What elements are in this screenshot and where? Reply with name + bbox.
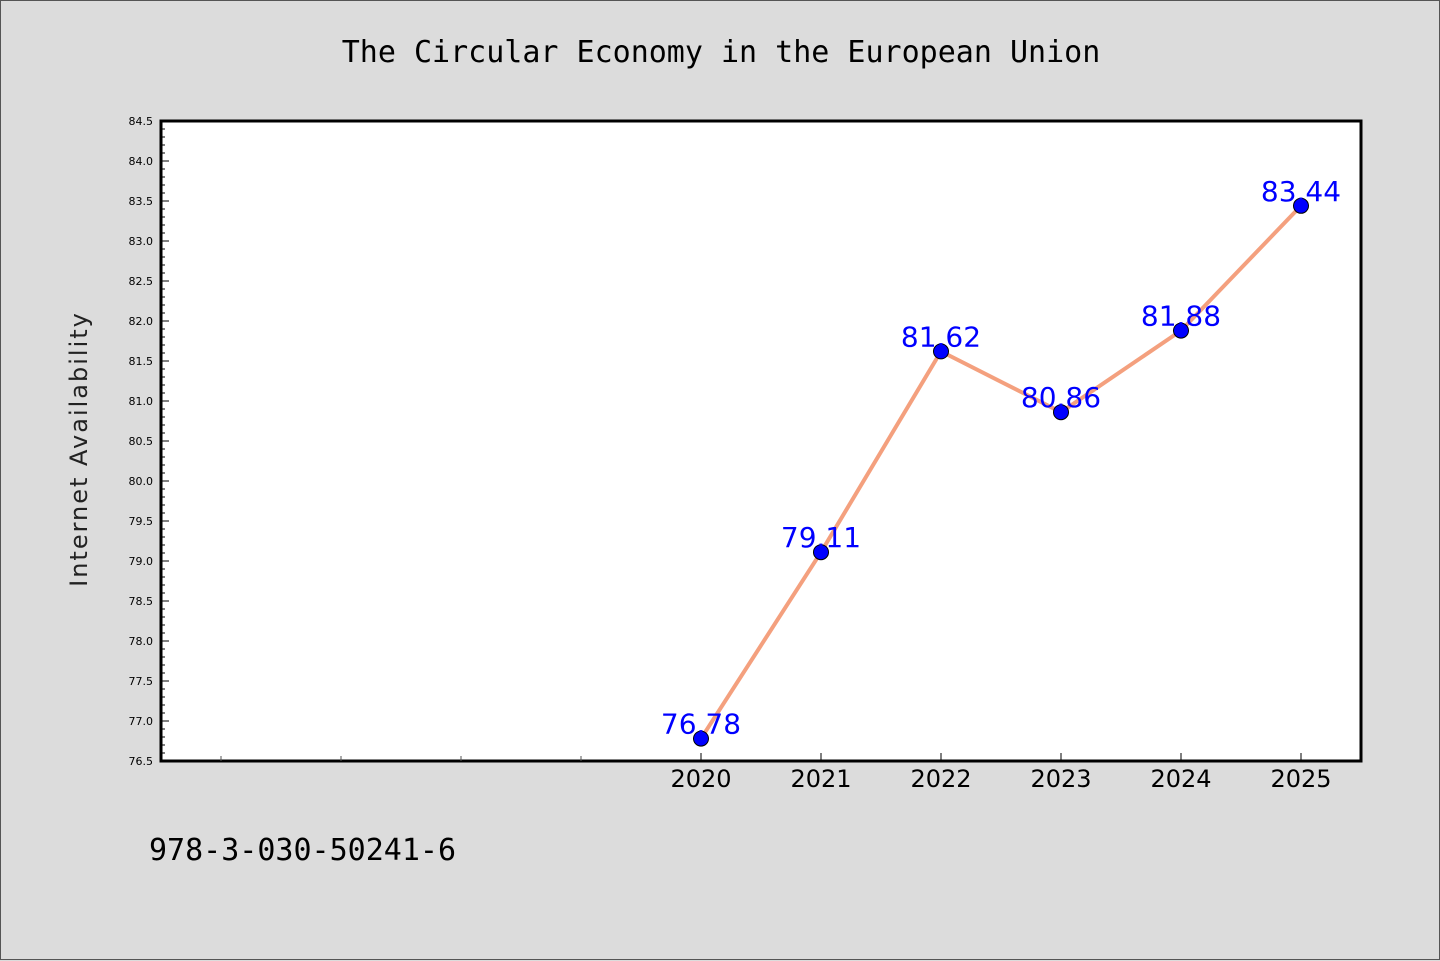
y-tick-label: 82.0 [129,315,154,328]
y-tick-label: 79.0 [129,555,154,568]
y-axis-label: Internet Availability [65,311,93,587]
isbn-text: 978-3-030-50241-6 [149,833,457,868]
y-tick-label: 79.5 [129,515,154,528]
data-label: 83.44 [1261,175,1341,208]
x-tick-label: 2022 [910,765,971,793]
y-tick-label: 84.5 [129,115,154,128]
x-axis: 2020 2021 2022 2023 2024 2025 [220,753,1332,793]
data-point [693,730,709,747]
y-tick-label: 82.5 [129,275,154,288]
y-tick-label: 83.0 [129,235,154,248]
data-point [1293,197,1309,214]
x-tick-label: 2025 [1270,765,1331,793]
markers-group [693,197,1309,747]
y-tick-label: 80.0 [129,475,154,488]
x-tick-label: 2023 [1030,765,1091,793]
data-label: 79.11 [781,521,861,554]
data-label: 76.78 [661,708,741,741]
chart-title: The Circular Economy in the European Uni… [341,35,1101,70]
data-labels-group: 76.78 79.11 81.62 80.86 81.88 83.44 [661,175,1341,741]
y-tick-label: 77.5 [129,675,154,688]
x-tick-label: 2020 [670,765,731,793]
y-tick-label: 80.5 [129,435,154,448]
data-point [1053,404,1069,421]
x-tick-label: 2024 [1150,765,1211,793]
data-point [813,544,829,561]
series-line [699,204,1303,740]
y-tick-label: 78.5 [129,595,154,608]
data-label: 80.86 [1021,381,1101,414]
y-tick-label: 81.5 [129,355,154,368]
data-label: 81.62 [901,320,981,353]
y-tick-label: 78.0 [129,635,154,648]
y-tick-label: 77.0 [129,715,154,728]
plot-area [159,119,1363,763]
series-line-group [699,204,1303,740]
y-tick-label: 81.0 [129,395,154,408]
y-axis: 76.5 77.0 77.5 78.0 78.5 79.0 79.5 80.0 80.5 81.0… [129,115,169,768]
y-tick-label: 83.5 [129,195,154,208]
y-tick-label: 84.0 [129,155,154,168]
data-point [1173,322,1189,339]
data-label: 81.88 [1141,300,1221,333]
x-tick-label: 2021 [790,765,851,793]
y-tick-label: 76.5 [129,755,154,768]
data-point [933,343,949,360]
